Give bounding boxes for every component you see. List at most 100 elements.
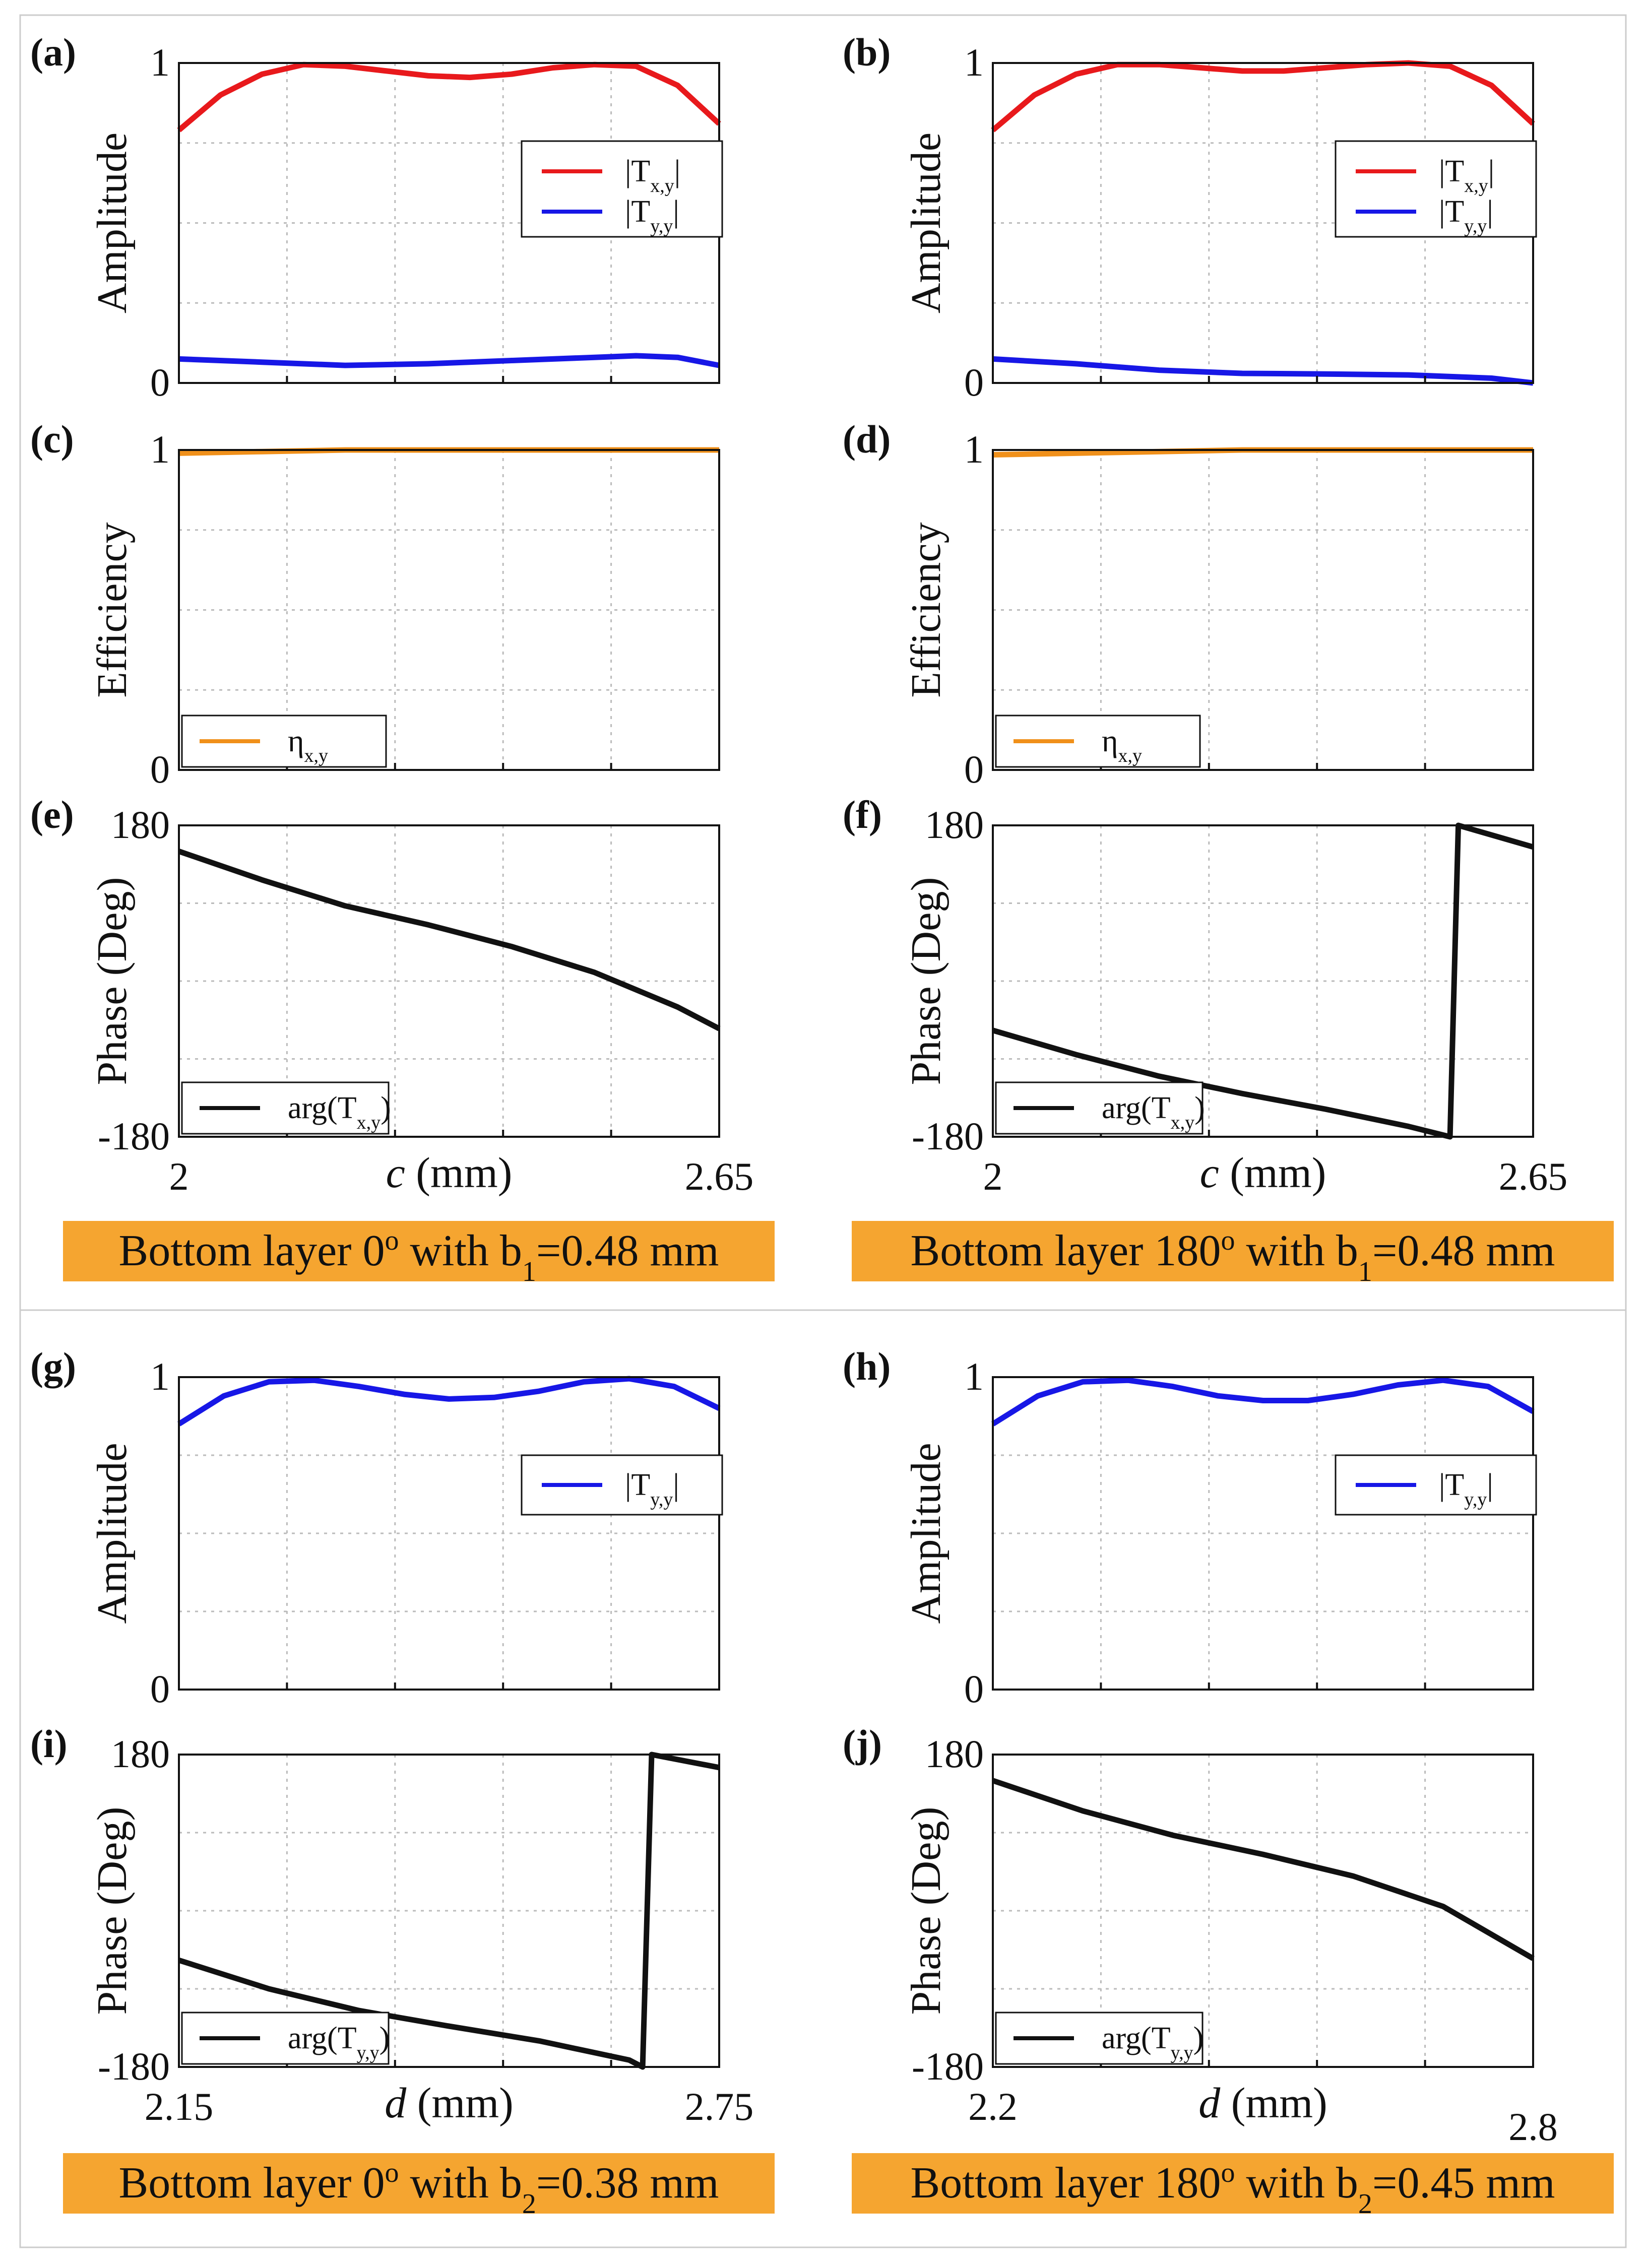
x-tick-label-right: 2.65	[685, 1154, 754, 1198]
legend-entry: |Ty,y|	[1439, 1468, 1493, 1510]
caption-banner-bg	[63, 1221, 775, 1281]
legend: |Ty,y|	[1335, 1454, 1537, 1516]
x-tick-label-left: 2	[983, 1154, 1003, 1198]
legend: ηx,y	[181, 715, 387, 768]
panel-a: (a) 1 0 Amplitude |Tx,y||Ty,y|	[30, 30, 723, 404]
caption-banner: Bottom layer 180o with b2=0.45 mm	[852, 2153, 1614, 2220]
panel-i: (i) 180 -180 Phase (Deg) 2.15 2.75 d (mm) arg(T…	[30, 1722, 753, 2128]
panel-j: (j) 180 -180 Phase (Deg) 2.2 2.8 d (mm) arg(Ty,…	[843, 1722, 1558, 2149]
y-tick-label-bottom: 0	[964, 360, 984, 404]
y-tick-label-top: 1	[964, 40, 984, 84]
legend-entry: ηx,y	[288, 724, 328, 766]
x-tick-label-left: 2	[169, 1154, 189, 1198]
legend: |Tx,y||Ty,y|	[521, 140, 723, 238]
y-axis-label: Phase (Deg)	[903, 1807, 949, 2015]
panel-label: (a)	[30, 30, 76, 74]
axes-box	[992, 1376, 1534, 1691]
y-axis-label: Amplitude	[89, 1443, 136, 1624]
panel-f: (f) 180 -180 Phase (Deg) 2 2.65 c (mm) arg(Tx,y…	[843, 793, 1567, 1198]
y-tick-label-bottom: -180	[912, 1114, 984, 1158]
caption-banner-bg	[852, 2153, 1614, 2214]
y-tick-label-bottom: 0	[150, 1667, 170, 1711]
legend-entry: |Tx,y|	[1439, 154, 1494, 197]
x-axis-label: c (mm)	[1200, 1148, 1326, 1197]
series-line-0	[178, 1752, 720, 2070]
caption-banner: Bottom layer 0o with b1=0.48 mm	[63, 1221, 775, 1287]
panel-d: (d) 1 0 Efficiency ηx,y	[843, 417, 1534, 791]
caption-banner: Bottom layer 180o with b1=0.48 mm	[852, 1221, 1614, 1287]
y-axis-label: Phase (Deg)	[89, 877, 136, 1085]
series-line-0	[992, 822, 1534, 1140]
y-tick-label-bottom: 0	[964, 747, 984, 791]
caption-text: Bottom layer 180o with b2=0.45 mm	[911, 2157, 1555, 2220]
y-tick-label-top: 180	[925, 1732, 984, 1776]
y-tick-label-top: 1	[964, 1354, 984, 1398]
y-tick-label-top: 180	[111, 1732, 170, 1776]
banners-layer: Bottom layer 0o with b1=0.48 mm Bottom la…	[63, 1221, 1614, 2220]
y-axis-label: Efficiency	[903, 522, 949, 697]
legend-entry: |Tx,y|	[625, 154, 680, 197]
y-tick-label-top: 1	[150, 1354, 170, 1398]
y-tick-label-bottom: -180	[98, 1114, 170, 1158]
legend: arg(Tx,y)	[995, 1081, 1205, 1135]
x-tick-label-right: 2.75	[685, 2085, 754, 2128]
legend-entry: ηx,y	[1102, 724, 1142, 766]
legend-entry: arg(Tx,y)	[288, 1091, 391, 1133]
x-axis-label: c (mm)	[386, 1148, 513, 1197]
legend-entry: |Ty,y|	[625, 195, 679, 237]
legend: arg(Ty,y)	[181, 2012, 390, 2065]
legend-entry: arg(Ty,y)	[288, 2021, 390, 2063]
panel-c: (c) 1 0 Efficiency ηx,y	[30, 417, 720, 791]
legend: |Ty,y|	[521, 1454, 723, 1516]
panel-g: (g) 1 0 Amplitude |Ty,y|	[30, 1344, 723, 1711]
y-axis-label: Phase (Deg)	[903, 877, 949, 1085]
x-axis-label: d (mm)	[1198, 2079, 1327, 2127]
axes-box	[992, 449, 1534, 771]
panel-e: (e) 180 -180 Phase (Deg) 2 2.65 c (mm) arg(Tx,y…	[30, 793, 753, 1198]
axes-box	[992, 1754, 1534, 2068]
legend-entry: |Ty,y|	[625, 1468, 679, 1510]
y-axis-label: Amplitude	[89, 133, 136, 313]
y-tick-label-top: 1	[964, 427, 984, 471]
legend: arg(Ty,y)	[995, 2012, 1204, 2065]
x-tick-label-left: 2.2	[968, 2085, 1018, 2128]
x-axis-label: d (mm)	[385, 2079, 514, 2127]
y-tick-label-top: 1	[150, 427, 170, 471]
y-tick-label-bottom: -180	[98, 2044, 170, 2088]
caption-banner-bg	[63, 2153, 775, 2214]
y-tick-label-bottom: -180	[912, 2044, 984, 2088]
panel-label: (f)	[843, 793, 882, 836]
legend: ηx,y	[995, 715, 1201, 768]
axes-box	[178, 1754, 720, 2068]
y-tick-label-top: 1	[150, 40, 170, 84]
y-tick-label-top: 180	[111, 803, 170, 847]
panel-label: (b)	[843, 30, 891, 74]
legend-box	[995, 715, 1201, 768]
y-tick-label-bottom: 0	[150, 360, 170, 404]
axes-box	[178, 1376, 720, 1691]
axes-box	[178, 824, 720, 1138]
legend-box	[1335, 140, 1537, 238]
series-line-1	[992, 356, 1534, 386]
legend-entry: |Ty,y|	[1439, 195, 1493, 237]
panel-label: (h)	[843, 1344, 891, 1388]
caption-text: Bottom layer 0o with b1=0.48 mm	[119, 1225, 719, 1287]
legend-box	[521, 140, 723, 238]
series-line-0	[991, 60, 1535, 133]
y-axis-label: Amplitude	[903, 1443, 949, 1624]
panel-label: (e)	[30, 793, 74, 836]
panel-label: (g)	[30, 1344, 76, 1388]
y-tick-label-bottom: 0	[150, 747, 170, 791]
caption-banner: Bottom layer 0o with b2=0.38 mm	[63, 2153, 775, 2220]
y-axis-label: Phase (Deg)	[89, 1807, 136, 2015]
caption-banner-bg	[852, 1221, 1614, 1281]
x-tick-label-right: 2.8	[1508, 2105, 1558, 2149]
series-line-0	[177, 1376, 721, 1427]
y-tick-label-bottom: 0	[964, 1667, 984, 1711]
series-line-1	[178, 353, 720, 368]
series-line-0	[991, 1377, 1535, 1427]
legend: arg(Tx,y)	[181, 1081, 391, 1135]
